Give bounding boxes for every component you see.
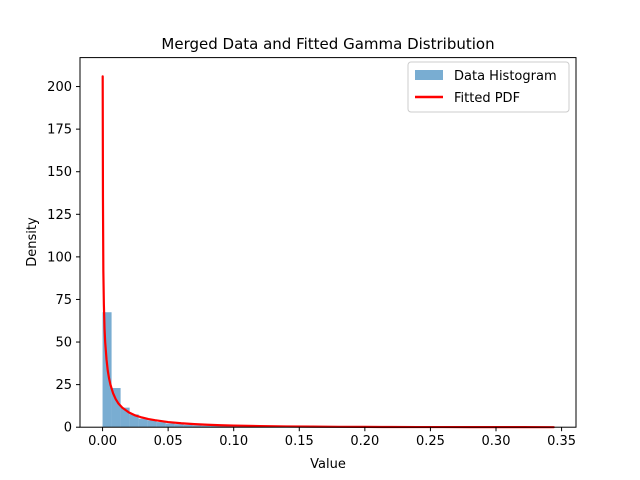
legend-box [407, 61, 570, 113]
histogram-bar [219, 426, 229, 428]
legend-pdf-label: Fitted PDF [454, 91, 520, 106]
axes-frame [79, 57, 577, 428]
y-tick-label: 25 [55, 378, 72, 393]
histogram-bar [192, 425, 202, 428]
y-tick-label: 200 [47, 80, 72, 95]
legend-histogram-label: Data Histogram [454, 69, 557, 84]
histogram-bar [174, 424, 184, 428]
histogram-bar [228, 426, 238, 428]
x-tick-label: 0.25 [416, 434, 445, 449]
x-tick-label: 0.00 [88, 434, 117, 449]
y-tick-label: 150 [47, 165, 72, 180]
y-axis-label: Density [25, 217, 40, 267]
chart-title: Merged Data and Fitted Gamma Distributio… [161, 35, 494, 53]
y-tick-label: 125 [47, 208, 72, 223]
histogram-bar [210, 425, 220, 428]
y-tick-label: 75 [55, 293, 72, 308]
legend: Data Histogram Fitted PDF [407, 61, 570, 113]
histogram-bar [156, 422, 166, 428]
x-tick-label: 0.05 [154, 434, 183, 449]
y-tick-label: 175 [47, 123, 72, 138]
x-tick-label: 0.35 [547, 434, 576, 449]
histogram-bar [201, 425, 211, 428]
x-tick-label: 0.20 [350, 434, 379, 449]
histogram-bar [138, 418, 148, 428]
y-tick-label: 50 [55, 336, 72, 351]
histogram-bar [147, 420, 157, 428]
x-tick-label: 0.10 [219, 434, 248, 449]
histogram-bar [111, 388, 121, 428]
histogram-bar [165, 423, 175, 428]
x-tick-label: 0.30 [482, 434, 511, 449]
y-axis-ticks: 0 25 50 75 100 125 150 175 200 [47, 80, 80, 436]
histogram-bar [183, 424, 193, 428]
histogram-bar [129, 414, 139, 428]
histogram-bar [120, 407, 130, 428]
y-tick-label: 0 [64, 421, 72, 436]
x-axis-ticks: 0.00 0.05 0.10 0.15 0.20 0.25 0.30 0.35 [88, 427, 576, 449]
x-axis-label: Value [310, 457, 346, 472]
x-tick-label: 0.15 [285, 434, 314, 449]
legend-histogram-swatch [415, 70, 443, 80]
y-tick-label: 100 [47, 250, 72, 265]
